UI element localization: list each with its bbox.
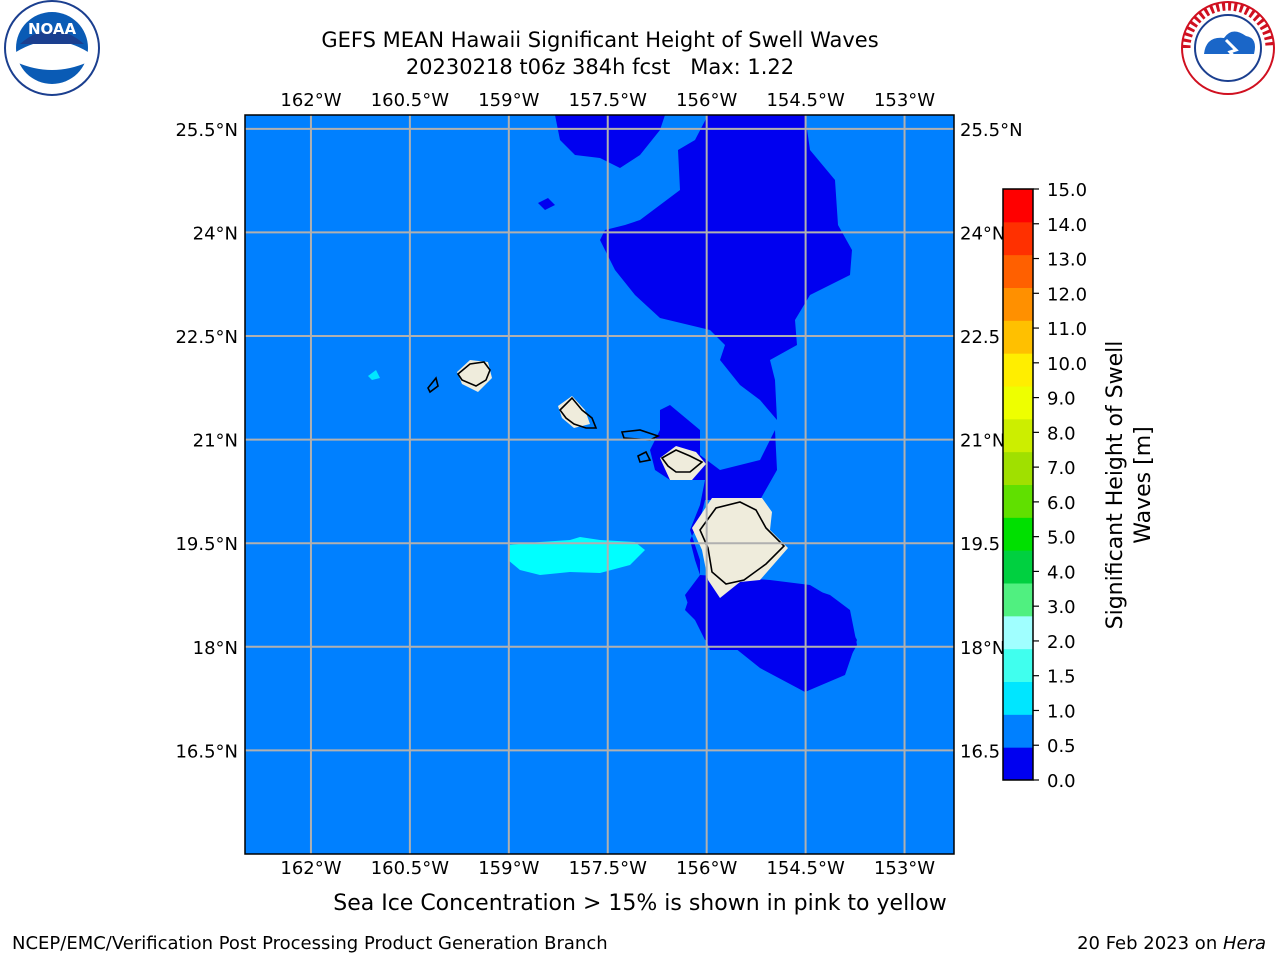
colorbar-swatch <box>1003 615 1033 650</box>
nws-logo <box>1181 1 1275 95</box>
credit-date-text: 20 Feb 2023 on <box>1077 933 1223 954</box>
lat-label-right: 16.5 <box>960 741 1000 762</box>
lat-label-right: 24°N <box>960 223 1005 244</box>
colorbar-swatch <box>1003 320 1033 354</box>
credit-date: 20 Feb 2023 on Hera <box>1077 933 1266 954</box>
lon-label-top: 159°W <box>478 90 539 111</box>
map-frame <box>244 114 955 855</box>
colorbar-tick-label: 10.0 <box>1047 354 1087 375</box>
colorbar-tick-label: 5.0 <box>1047 528 1076 549</box>
colorbar-swatch <box>1003 747 1033 781</box>
colorbar-swatch <box>1003 681 1033 715</box>
coast-big-island <box>699 501 786 585</box>
lon-label-top: 154.5°W <box>766 90 845 111</box>
colorbar-label-line1: Significant Height of Swell <box>1103 341 1128 630</box>
colorbar-swatch <box>1003 386 1033 420</box>
coast-lanai <box>637 450 652 463</box>
colorbar-tick-label: 0.5 <box>1047 736 1076 757</box>
map-gridlines <box>245 115 954 854</box>
colorbar-tick-label: 3.0 <box>1047 597 1076 618</box>
colorbar-swatch <box>1003 418 1033 453</box>
colorbar-tick-label: 15.0 <box>1047 180 1087 201</box>
noaa-logo-text: NOAA <box>28 20 77 38</box>
coast-maui <box>660 449 704 473</box>
lat-label-left: 22.5°N <box>175 327 238 348</box>
lat-label-left: 25.5°N <box>175 120 238 141</box>
colorbar-swatch <box>1003 583 1033 617</box>
lon-label-bottom: 156°W <box>676 858 737 879</box>
lat-label-right: 19.5 <box>960 534 1000 555</box>
lat-label-left: 24°N <box>193 223 238 244</box>
lat-label-left: 18°N <box>193 638 238 659</box>
colorbar-swatch <box>1003 221 1033 256</box>
credit-host: Hera <box>1222 933 1266 954</box>
colorbar-tick-label: 9.0 <box>1047 389 1076 410</box>
lat-label-right: 18°N <box>960 638 1005 659</box>
coast-kauai <box>456 361 491 387</box>
colorbar-tick-label: 2.0 <box>1047 632 1076 653</box>
colorbar-tick-label: 6.0 <box>1047 493 1076 514</box>
lat-label-left: 21°N <box>193 431 238 452</box>
lat-label-left: 19.5°N <box>175 534 238 555</box>
colorbar-tick-label: 0.0 <box>1047 771 1076 792</box>
lon-label-top: 153°W <box>874 90 935 111</box>
colorbar-tick-label: 12.0 <box>1047 284 1087 305</box>
lat-label-right: 21°N <box>960 431 1005 452</box>
lon-label-top: 162°W <box>280 90 341 111</box>
lon-label-top: 157.5°W <box>569 90 648 111</box>
colorbar-swatch <box>1003 648 1033 682</box>
lon-label-bottom: 159°W <box>478 858 539 879</box>
lat-label-left: 16.5°N <box>175 741 238 762</box>
colorbar-swatch <box>1003 484 1033 518</box>
low-swell-islet <box>538 198 555 210</box>
colorbar-frame <box>1002 188 1034 781</box>
lat-label-right: 22.5 <box>960 327 1000 348</box>
land-maui <box>660 446 706 480</box>
colorbar-swatch <box>1003 517 1033 551</box>
colorbar-swatch <box>1003 353 1033 387</box>
coast-oahu <box>558 396 598 429</box>
noaa-logo: NOAA <box>4 0 100 96</box>
mid-swell-region-south <box>508 537 645 575</box>
chart-title: GEFS MEAN Hawaii Significant Height of S… <box>321 28 879 52</box>
lon-label-bottom: 154.5°W <box>766 858 845 879</box>
colorbar-swatch <box>1003 254 1033 288</box>
colorbar: 0.0 0.5 1.0 1.5 2.0 3.0 4.0 5.0 6.0 7.0 8.0 9.0 10.0… <box>1002 180 1087 792</box>
colorbar-swatch <box>1003 189 1033 223</box>
colorbar-swatch <box>1003 714 1033 748</box>
colorbar-tick-label: 7.0 <box>1047 458 1076 479</box>
mid-swell-spot-west <box>368 370 380 380</box>
credit-branch: NCEP/EMC/Verification Post Processing Pr… <box>12 933 608 954</box>
lon-label-bottom: 153°W <box>874 858 935 879</box>
chart-subtitle: 20230218 t06z 384h fcst Max: 1.22 <box>405 55 795 79</box>
colorbar-swatch <box>1003 550 1033 584</box>
colorbar-tick-label: 1.5 <box>1047 667 1076 688</box>
sea-background <box>245 115 954 854</box>
colorbar-tick-label: 14.0 <box>1047 215 1087 236</box>
colorbar-swatch <box>1003 287 1033 321</box>
lon-label-bottom: 160.5°W <box>371 858 450 879</box>
colorbar-swatch <box>1003 451 1033 485</box>
low-swell-region-south <box>685 575 857 692</box>
lon-label-top: 156°W <box>676 90 737 111</box>
coast-molokai <box>620 429 661 441</box>
colorbar-tick-label: 11.0 <box>1047 319 1087 340</box>
lon-label-bottom: 157.5°W <box>569 858 648 879</box>
lon-label-bottom: 162°W <box>280 858 341 879</box>
lat-label-right: 25.5°N <box>960 120 1023 141</box>
colorbar-tick-label: 8.0 <box>1047 423 1076 444</box>
low-swell-region-northeast <box>600 115 852 420</box>
sea-ice-note: Sea Ice Concentration > 15% is shown in … <box>333 891 947 916</box>
coast-niihau <box>427 376 439 394</box>
colorbar-tick-label: 1.0 <box>1047 701 1076 722</box>
colorbar-tick-label: 4.0 <box>1047 562 1076 583</box>
lon-label-top: 160.5°W <box>371 90 450 111</box>
colorbar-label-line2: Waves [m] <box>1131 426 1156 543</box>
colorbar-tick-label: 13.0 <box>1047 250 1087 271</box>
